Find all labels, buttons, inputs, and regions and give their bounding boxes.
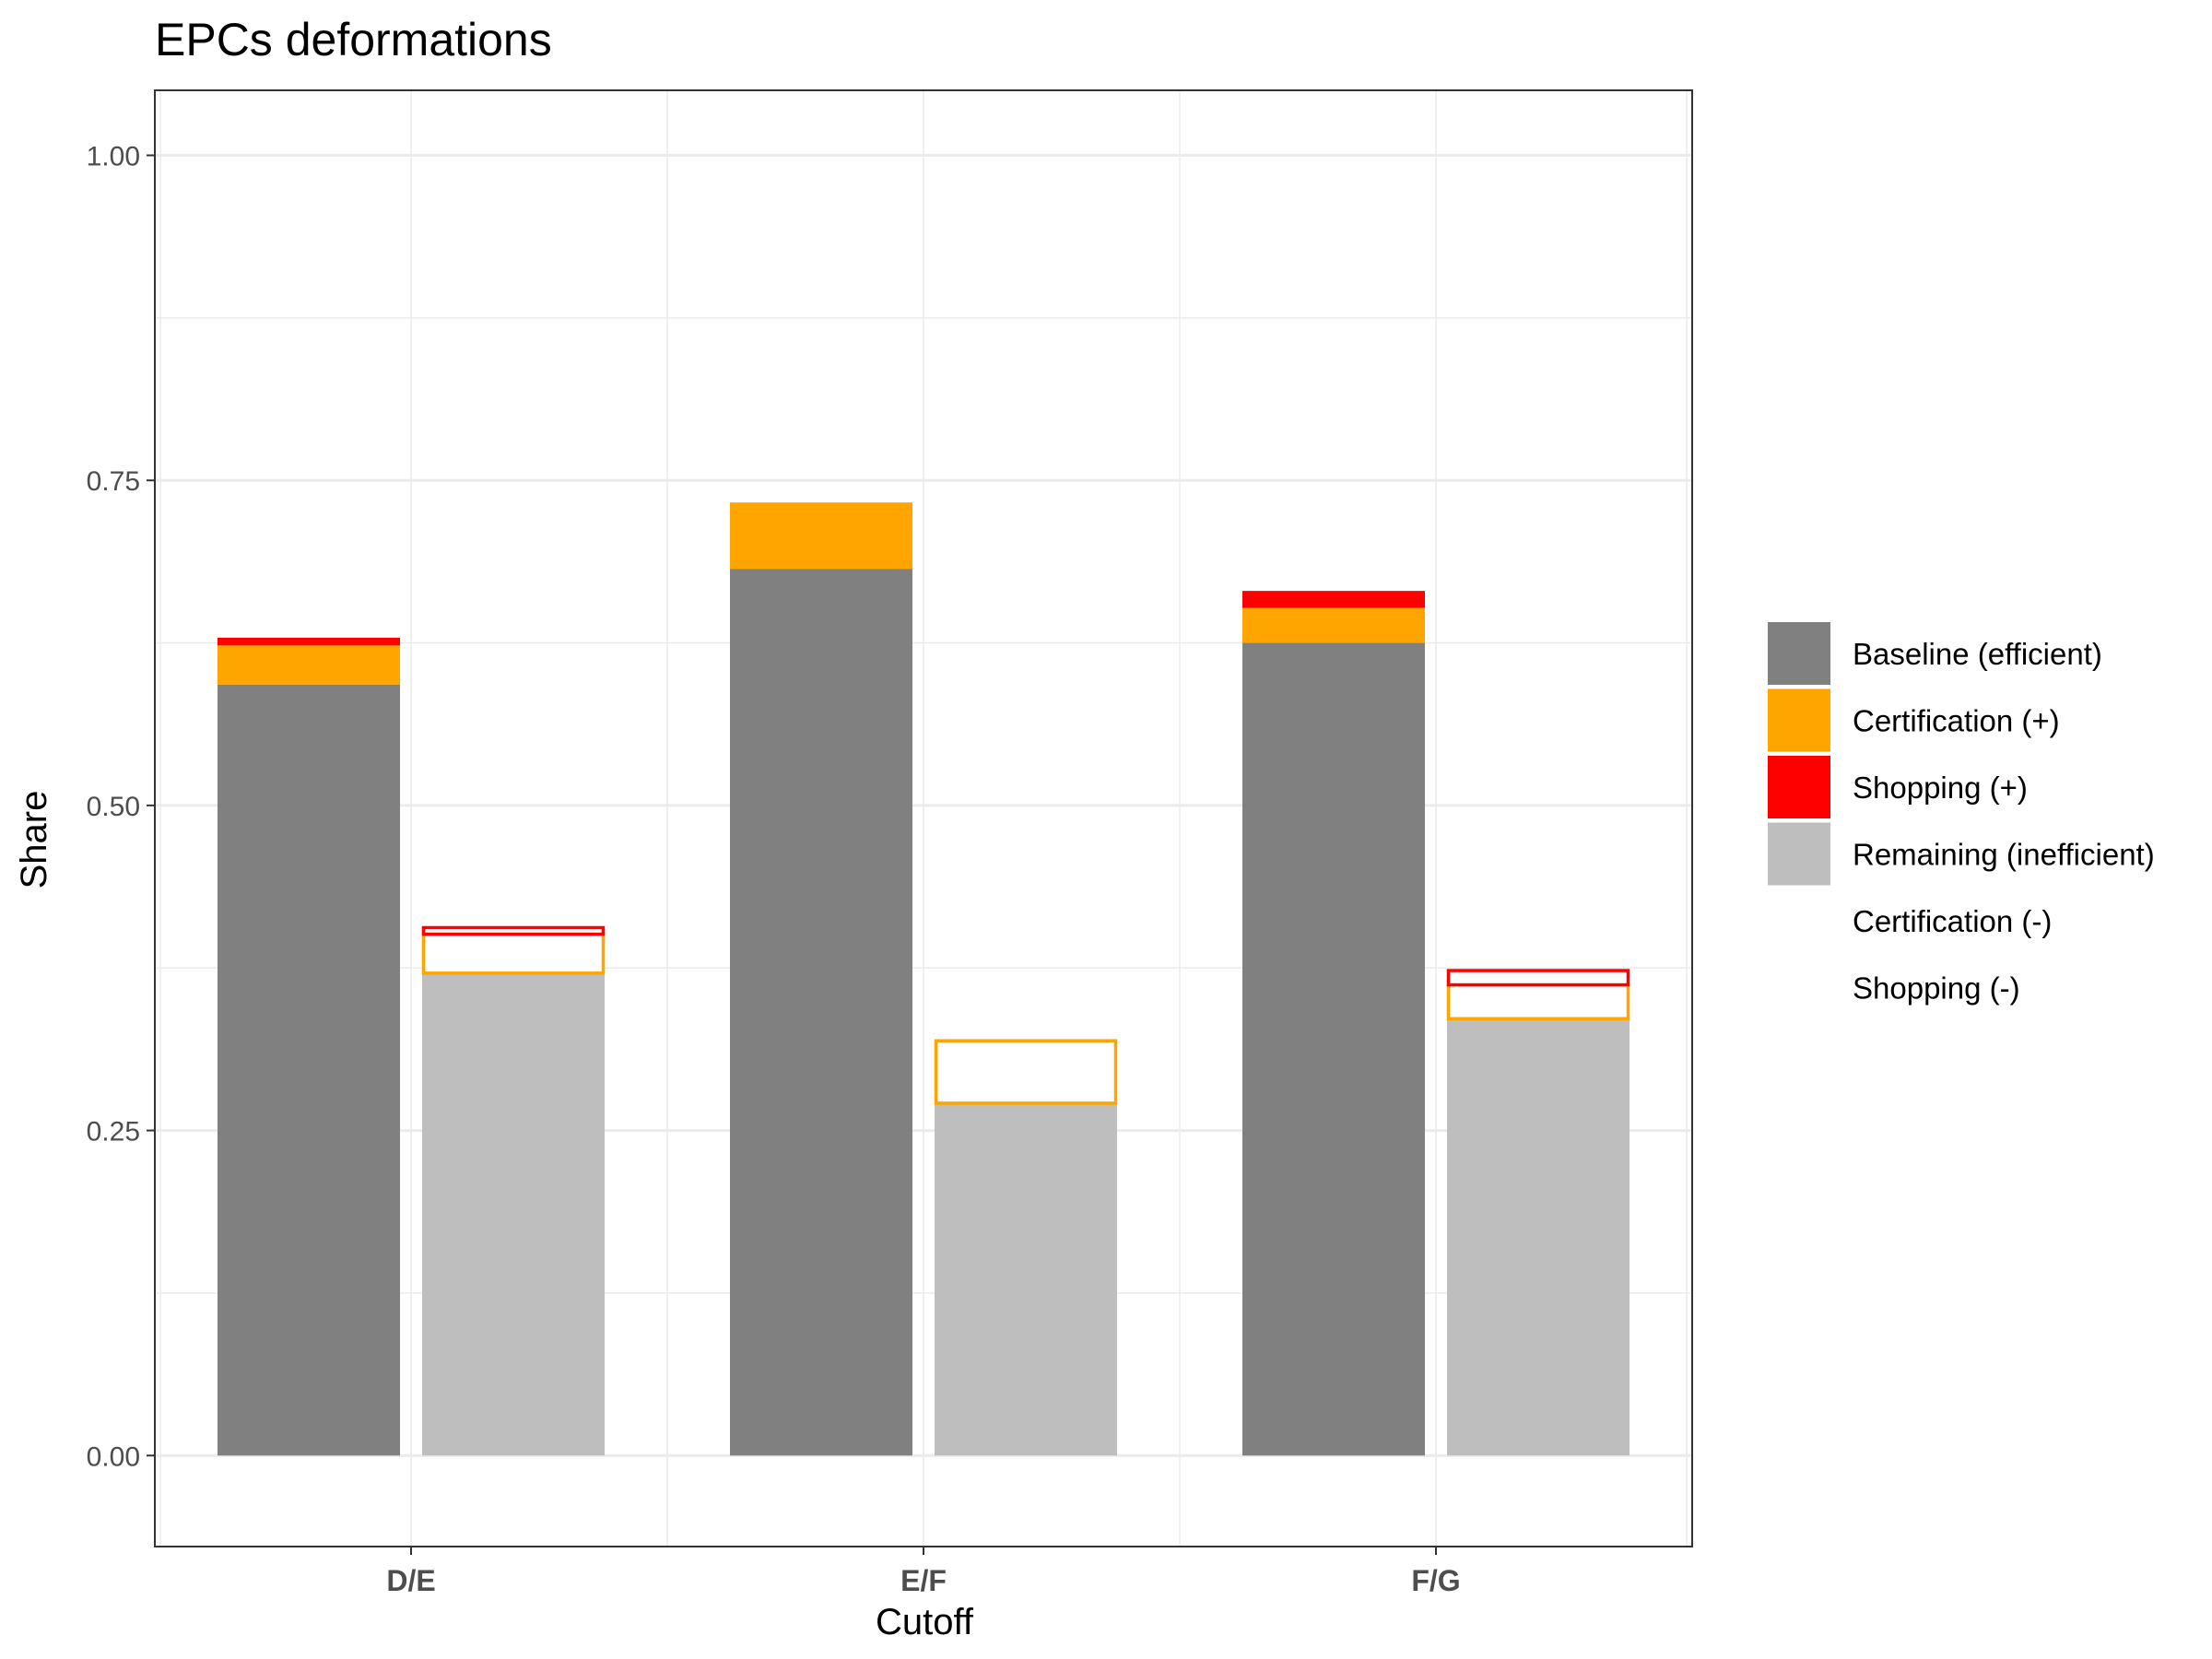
bar-segment bbox=[218, 645, 400, 685]
legend-label: Certification (+) bbox=[1853, 704, 2060, 738]
x-tick-label: E/F bbox=[900, 1564, 947, 1597]
legend-label: Certification (-) bbox=[1853, 904, 2052, 938]
legend-label: Shopping (+) bbox=[1853, 771, 2028, 805]
legend-label: Baseline (efficient) bbox=[1853, 637, 2102, 671]
bar-segment bbox=[421, 925, 606, 936]
y-axis-title: Share bbox=[14, 791, 54, 889]
bar-segment bbox=[218, 684, 400, 1456]
grid bbox=[155, 90, 1692, 1547]
legend: Baseline (efficient) Certification (+) Sho… bbox=[1768, 622, 2155, 1019]
bar-segment bbox=[218, 637, 400, 646]
bar-segment bbox=[730, 502, 912, 570]
chart-title: EPCs deformations bbox=[155, 14, 552, 65]
legend-key bbox=[1768, 622, 1830, 685]
bar-segment bbox=[730, 569, 912, 1456]
legend-label: Shopping (-) bbox=[1853, 971, 2020, 1006]
y-tick-label: 0.00 bbox=[87, 1441, 140, 1472]
bar-segment bbox=[934, 1039, 1118, 1105]
x-axis-title: Cutoff bbox=[876, 1602, 974, 1642]
y-axis: 0.00 0.25 0.50 0.75 1.00 bbox=[87, 142, 155, 1472]
x-tick-label: D/E bbox=[386, 1564, 435, 1597]
legend-key bbox=[1768, 822, 1830, 886]
bar-segment bbox=[1242, 591, 1425, 608]
legend-key bbox=[1768, 956, 1830, 1019]
bar-segment bbox=[1446, 982, 1630, 1020]
y-tick-label: 0.75 bbox=[87, 466, 140, 497]
bar-segment bbox=[1447, 1018, 1630, 1456]
bar-segment bbox=[1446, 969, 1630, 987]
bars bbox=[218, 502, 1630, 1456]
x-axis: D/E E/F F/G bbox=[386, 1547, 1461, 1597]
bar-segment bbox=[935, 1102, 1117, 1456]
legend-label: Remaining (inefficient) bbox=[1853, 838, 2155, 872]
x-tick-label: F/G bbox=[1411, 1564, 1460, 1597]
bar-segment bbox=[421, 932, 606, 975]
bar-segment bbox=[422, 972, 605, 1456]
legend-key bbox=[1768, 889, 1830, 952]
y-tick-label: 0.25 bbox=[87, 1117, 140, 1147]
bar-segment bbox=[1242, 607, 1425, 643]
y-tick-label: 1.00 bbox=[87, 142, 140, 172]
legend-key bbox=[1768, 756, 1830, 818]
y-tick-label: 0.50 bbox=[87, 792, 140, 822]
bar-segment bbox=[1242, 642, 1425, 1456]
legend-key bbox=[1768, 688, 1830, 752]
